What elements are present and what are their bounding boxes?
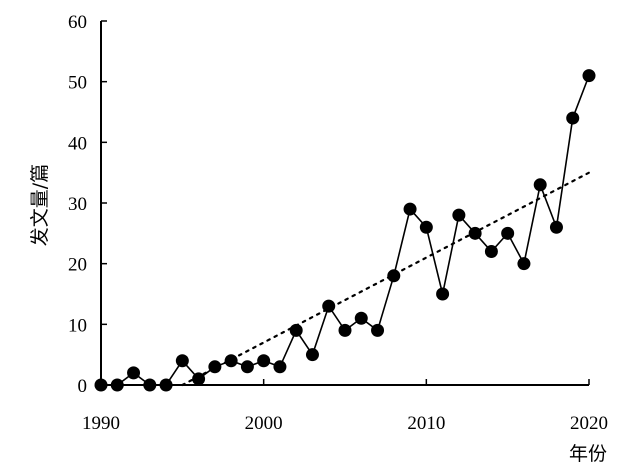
data-point-2002 — [289, 323, 303, 337]
data-point-2018 — [549, 220, 563, 234]
series-line — [101, 75, 590, 386]
data-point-1991 — [110, 378, 124, 392]
y-tick-label-20: 20 — [68, 255, 87, 276]
data-point-1990 — [94, 378, 108, 392]
data-point-2019 — [566, 111, 580, 125]
data-point-1997 — [208, 360, 222, 374]
y-tick-label-10: 10 — [68, 315, 87, 336]
data-point-1998 — [224, 354, 238, 368]
data-point-1993 — [143, 378, 157, 392]
data-point-2009 — [403, 202, 417, 216]
data-point-2014 — [484, 245, 498, 259]
y-tick-label-40: 40 — [68, 133, 87, 154]
y-tick-label-60: 60 — [68, 12, 87, 33]
data-point-2012 — [452, 208, 466, 222]
x-tick-label-2010: 2010 — [407, 413, 445, 434]
data-point-2007 — [371, 323, 385, 337]
y-axis-label: 发文量/篇 — [29, 164, 51, 246]
data-point-1992 — [127, 366, 141, 380]
trendline — [181, 171, 591, 387]
data-point-2010 — [419, 220, 433, 234]
x-axis-label: 年份 — [569, 443, 607, 465]
data-point-2016 — [517, 257, 531, 271]
data-points — [94, 69, 596, 392]
y-tick-label-50: 50 — [68, 73, 87, 94]
data-point-2008 — [387, 269, 401, 283]
data-point-2004 — [322, 299, 336, 313]
y-tick-label-30: 30 — [68, 194, 87, 215]
y-tick-label-0: 0 — [78, 376, 88, 397]
x-tick-label-1990: 1990 — [82, 413, 120, 434]
data-point-1994 — [159, 378, 173, 392]
data-point-2001 — [273, 360, 287, 374]
data-point-2006 — [354, 311, 368, 325]
data-point-2005 — [338, 323, 352, 337]
data-point-1995 — [175, 354, 189, 368]
data-point-2000 — [257, 354, 271, 368]
x-tick-label-2000: 2000 — [245, 413, 283, 434]
data-point-1996 — [192, 372, 206, 386]
tick-labels: 0 10 20 30 40 50 60 1990 2000 2010 2020 — [68, 12, 608, 434]
data-point-2011 — [436, 287, 450, 301]
data-point-2017 — [533, 178, 547, 192]
data-point-2013 — [468, 226, 482, 240]
data-point-2020 — [582, 69, 596, 83]
data-point-1999 — [240, 360, 254, 374]
x-tick-label-2020: 2020 — [570, 413, 608, 434]
data-point-2003 — [305, 348, 319, 362]
data-point-2015 — [501, 226, 515, 240]
